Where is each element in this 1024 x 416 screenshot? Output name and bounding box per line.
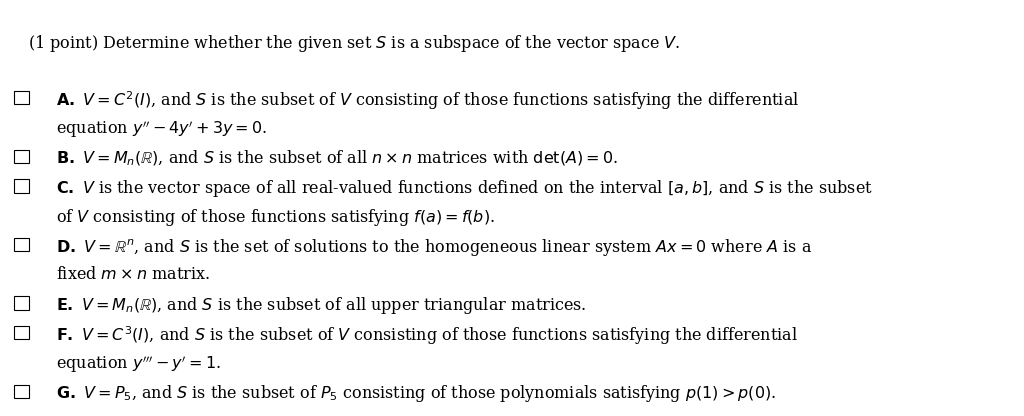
Bar [13, 297, 29, 310]
Text: $\mathbf{E.}$ $V = M_n(\mathbb{R})$, and $S$ is the subset of all upper triangul: $\mathbf{E.}$ $V = M_n(\mathbb{R})$, and… [56, 295, 587, 316]
Bar [13, 326, 29, 339]
Text: $\mathbf{A.}$ $V = C^2(I)$, and $S$ is the subset of $V$ consisting of those fun: $\mathbf{A.}$ $V = C^2(I)$, and $S$ is t… [56, 90, 800, 112]
Text: of $V$ consisting of those functions satisfying $f(a) = f(b)$.: of $V$ consisting of those functions sat… [56, 207, 496, 228]
Text: equation $y'' - 4y' + 3y = 0$.: equation $y'' - 4y' + 3y = 0$. [56, 119, 267, 141]
Bar [13, 384, 29, 398]
Text: $\mathbf{F.}$ $V = C^3(I)$, and $S$ is the subset of $V$ consisting of those fun: $\mathbf{F.}$ $V = C^3(I)$, and $S$ is t… [56, 324, 799, 347]
Text: $\mathbf{B.}$ $V = M_n(\mathbb{R})$, and $S$ is the subset of all $n \times n$ m: $\mathbf{B.}$ $V = M_n(\mathbb{R})$, and… [56, 149, 618, 168]
Text: $\mathbf{C.}$ $V$ is the vector space of all real-valued functions defined on th: $\mathbf{C.}$ $V$ is the vector space of… [56, 178, 873, 199]
Bar [13, 179, 29, 193]
Text: $\mathbf{G.}$ $V = P_5$, and $S$ is the subset of $P_5$ consisting of those poly: $\mathbf{G.}$ $V = P_5$, and $S$ is the … [56, 383, 776, 404]
Text: fixed $m \times n$ matrix.: fixed $m \times n$ matrix. [56, 266, 210, 283]
Text: (1 point) Determine whether the given set $S$ is a subspace of the vector space : (1 point) Determine whether the given se… [28, 33, 680, 54]
Text: $\mathbf{D.}$ $V = \mathbb{R}^n$, and $S$ is the set of solutions to the homogen: $\mathbf{D.}$ $V = \mathbb{R}^n$, and $S… [56, 237, 812, 258]
Bar [13, 238, 29, 251]
Bar [13, 91, 29, 104]
Bar [13, 150, 29, 163]
Text: equation $y''' - y' = 1$.: equation $y''' - y' = 1$. [56, 354, 221, 375]
